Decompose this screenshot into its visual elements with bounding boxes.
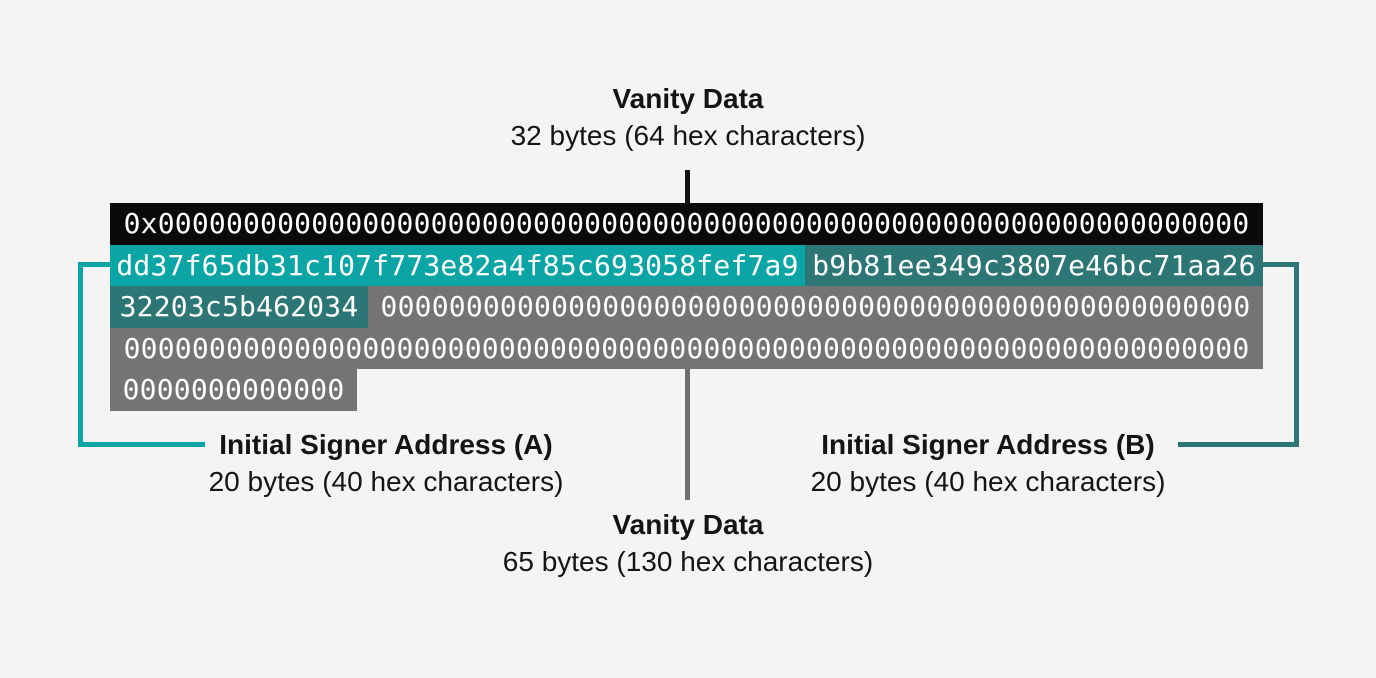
signer-a-label: Initial Signer Address (A) 20 bytes (40 …	[136, 428, 636, 502]
hex-row-prefix: 0x00000000000000000000000000000000000000…	[110, 203, 1263, 245]
hex-row-4: 0000000000000000000000000000000000000000…	[110, 327, 1263, 369]
signer-b-segment-part1: b9b81ee349c3807e46bc71aa26	[805, 244, 1263, 286]
signer-b-segment-part2: 32203c5b462034	[110, 286, 368, 328]
vanity-data-bottom-subtitle: 65 bytes (130 hex characters)	[502, 546, 874, 577]
signer-b-title: Initial Signer Address (B)	[821, 429, 1155, 460]
vanity-connector-line	[685, 369, 690, 500]
signer-a-segment: dd37f65db31c107f773e82a4f85c693058fef7a9	[110, 244, 805, 286]
signer-a-subtitle: 20 bytes (40 hex characters)	[208, 466, 564, 497]
signer-b-bracket-vertical	[1294, 262, 1299, 447]
signer-b-label: Initial Signer Address (B) 20 bytes (40 …	[738, 428, 1238, 502]
signer-a-bracket-top	[78, 262, 110, 267]
signer-a-bracket-vertical	[78, 262, 83, 447]
signer-b-bracket-top	[1263, 262, 1299, 267]
salt-prefix-segment: 0x00000000000000000000000000000000000000…	[110, 203, 1263, 245]
hex-row-5: 0000000000000	[110, 369, 1263, 411]
hex-byte-block: 0x00000000000000000000000000000000000000…	[110, 203, 1263, 411]
signer-b-bracket-bottom	[1178, 442, 1299, 447]
vanity-data-bottom-title: Vanity Data	[612, 509, 764, 540]
vanity-data-top-title: Vanity Data	[612, 83, 764, 114]
top-connector-line	[685, 170, 690, 203]
vanity-data-top-label: Vanity Data 32 bytes (64 hex characters)	[438, 82, 938, 156]
signer-b-subtitle: 20 bytes (40 hex characters)	[810, 466, 1166, 497]
vanity-zeros-segment-1: 0000000000000000000000000000000000000000…	[368, 286, 1263, 328]
signer-a-bracket-bottom	[78, 442, 205, 447]
vanity-zeros-segment-3: 0000000000000	[110, 369, 357, 411]
hex-row-3: 32203c5b462034 0000000000000000000000000…	[110, 286, 1263, 328]
vanity-data-bottom-label: Vanity Data 65 bytes (130 hex characters…	[438, 508, 938, 582]
vanity-zeros-segment-2: 0000000000000000000000000000000000000000…	[110, 327, 1263, 369]
vanity-data-top-subtitle: 32 bytes (64 hex characters)	[510, 120, 866, 151]
hex-row-2: dd37f65db31c107f773e82a4f85c693058fef7a9…	[110, 244, 1263, 286]
signer-a-title: Initial Signer Address (A)	[219, 429, 553, 460]
